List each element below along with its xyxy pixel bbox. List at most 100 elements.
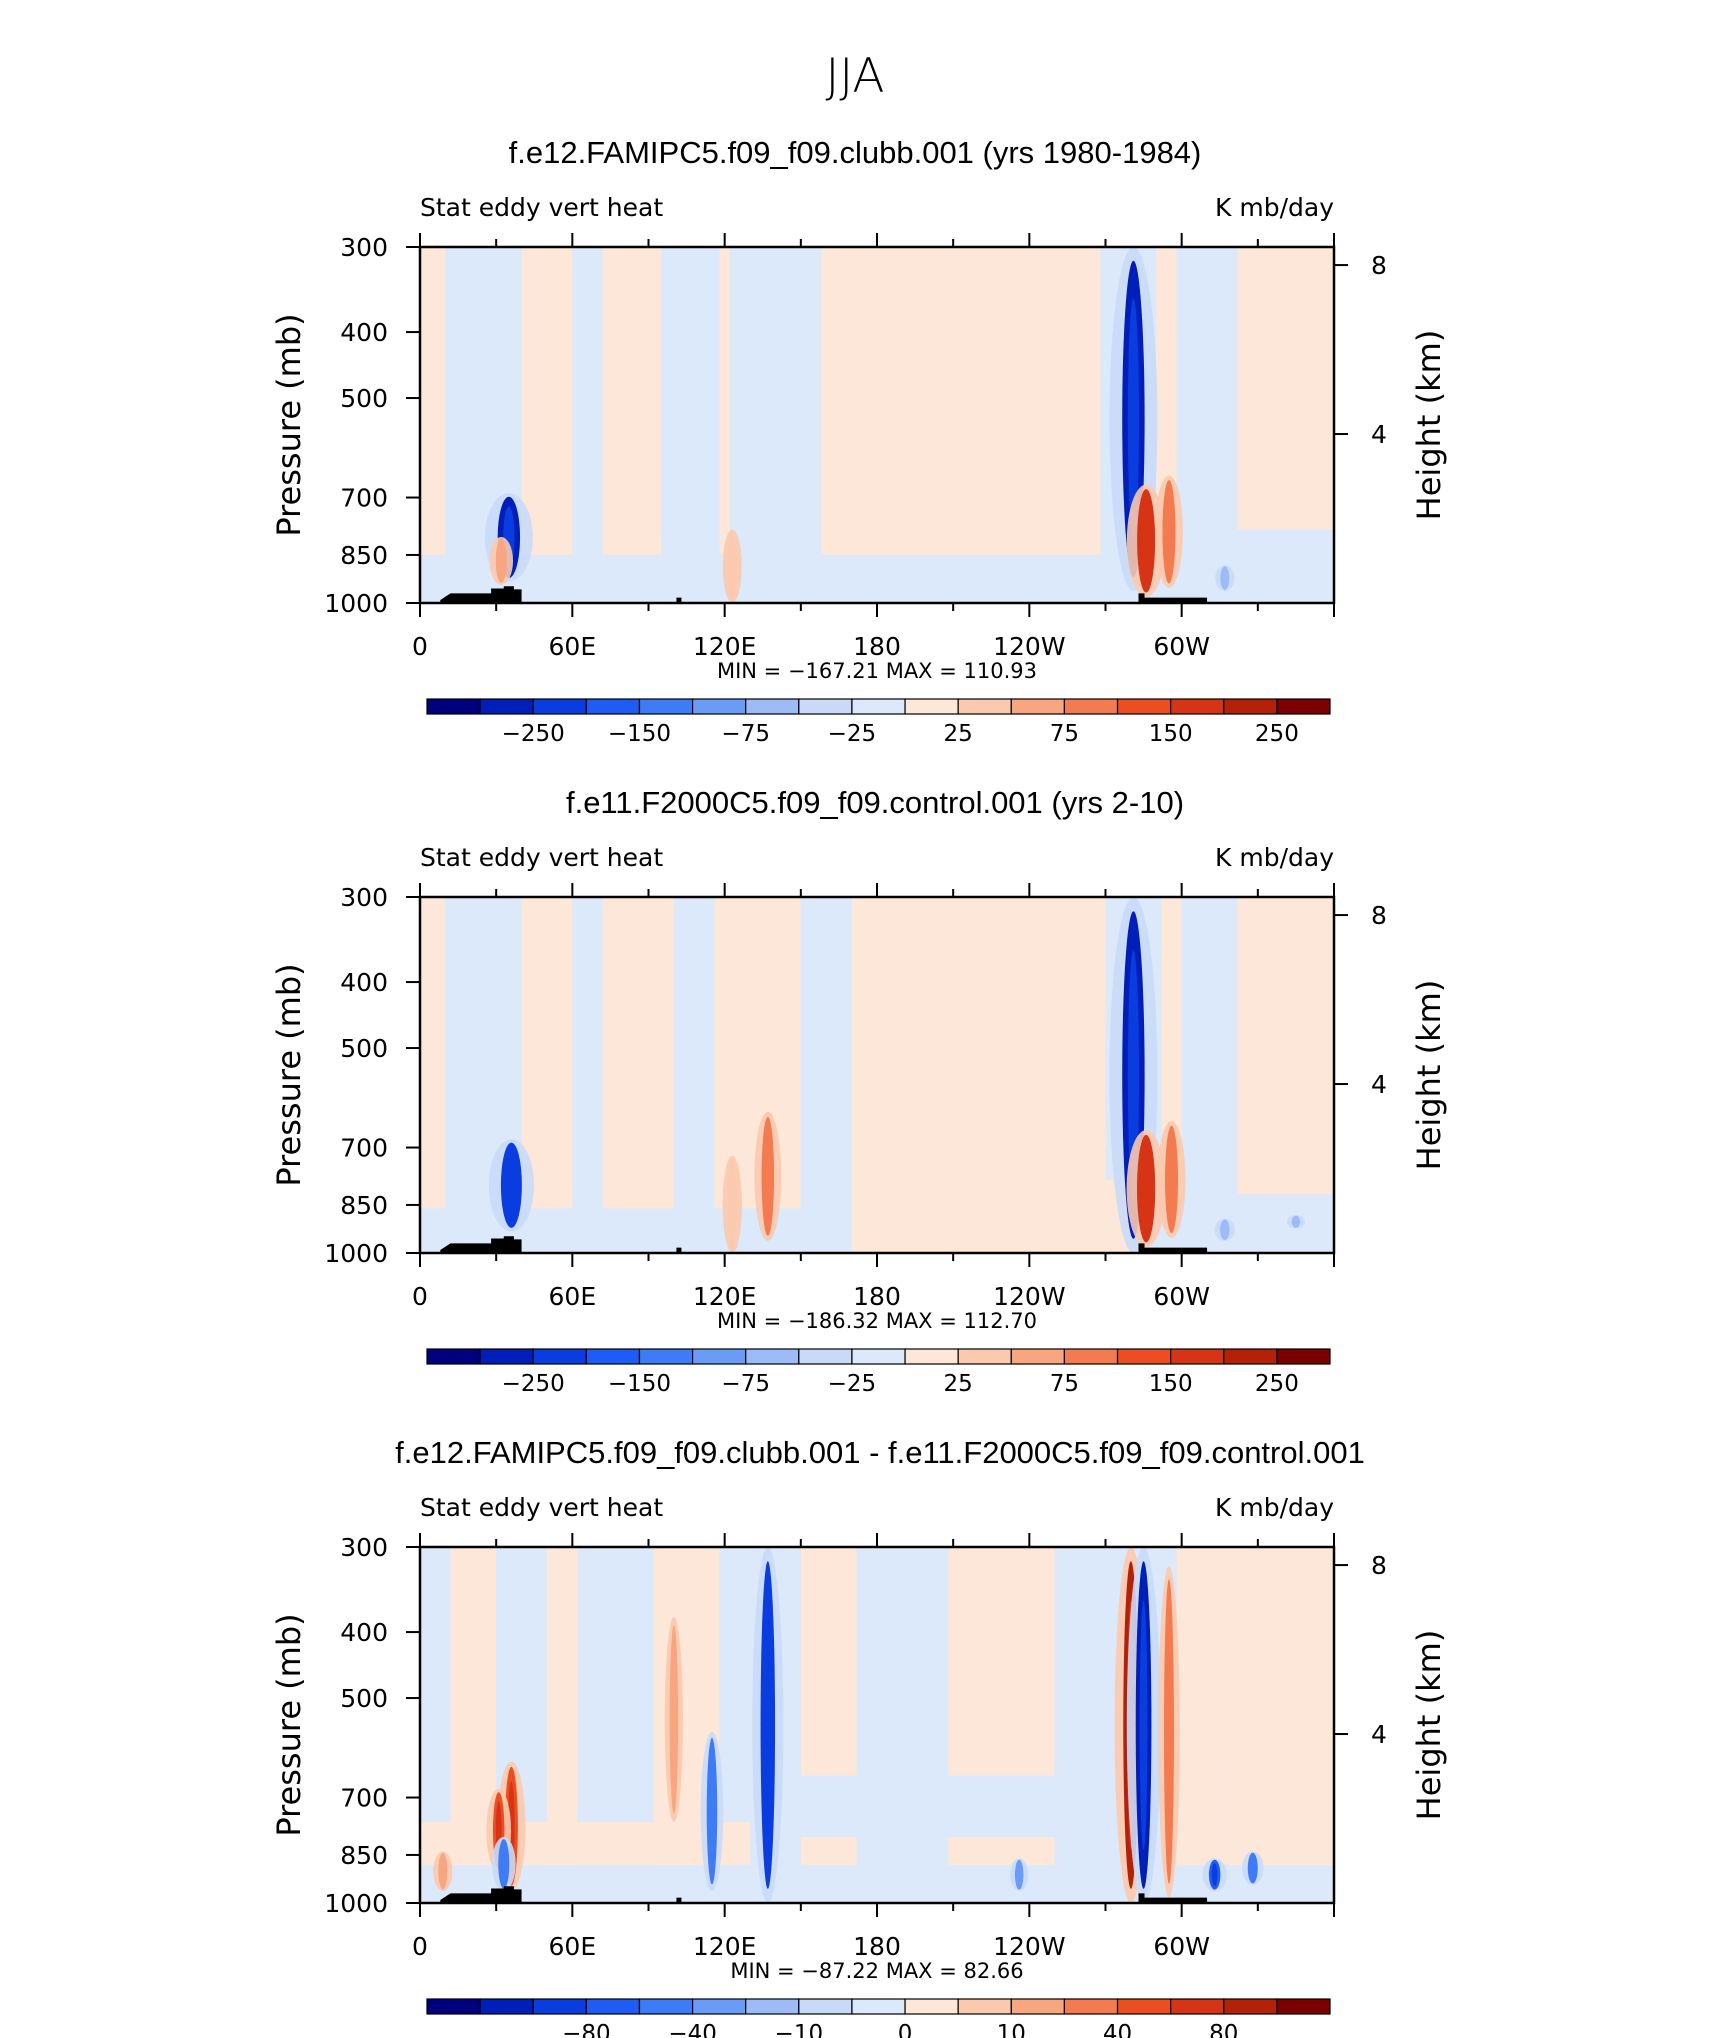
min-max-stats: MIN = −87.22 MAX = 82.66 xyxy=(730,1959,1023,1983)
colorbar-label: 10 xyxy=(997,2021,1026,2038)
topography-south-america xyxy=(1138,597,1208,603)
colorbar-box xyxy=(479,1998,534,2015)
colorbar-box xyxy=(1223,698,1278,715)
contour-core xyxy=(438,1853,448,1890)
colorbar-box xyxy=(1063,1998,1119,2015)
panel-2: f.e11.F2000C5.f09_f09.control.001 (yrs 2… xyxy=(270,785,1448,1397)
contour-region xyxy=(420,897,446,1253)
y-tick-label: 700 xyxy=(340,484,388,513)
topography-island xyxy=(676,1897,682,1903)
units-label: K mb/day xyxy=(1215,193,1334,222)
contour-core xyxy=(761,1116,775,1236)
colorbar-box xyxy=(745,1998,800,2015)
contour-core xyxy=(727,1159,737,1250)
plot-area: 0 60E 120E 180 120W 60W300400500700850100084−… xyxy=(324,233,1387,747)
colorbar-label: 75 xyxy=(1050,721,1079,747)
colorbar-label: 75 xyxy=(1050,1371,1079,1397)
contour-peak xyxy=(1211,1863,1218,1887)
x-tick-label: 180 xyxy=(853,1932,901,1961)
contour-band xyxy=(1181,529,1334,603)
y-tick-label: 700 xyxy=(340,1784,388,1813)
left-string: Stat eddy vert heat xyxy=(420,193,663,222)
contour-region xyxy=(673,897,715,1253)
colorbar-box xyxy=(585,1998,641,2015)
x-tick-label: 120E xyxy=(693,1932,757,1961)
x-tick-label: 120E xyxy=(693,632,757,661)
y-tick-label: 400 xyxy=(340,318,388,347)
colorbar-box xyxy=(1116,1348,1172,1365)
topography-andes xyxy=(1138,593,1145,603)
colorbar-label: −25 xyxy=(828,1371,877,1397)
colorbar-box xyxy=(638,1998,694,2015)
x-tick-label: 60E xyxy=(549,632,597,661)
contour-core xyxy=(498,1839,510,1889)
panel-1: f.e12.FAMIPC5.f09_f09.clubb.001 (yrs 198… xyxy=(270,135,1448,747)
contour-band xyxy=(420,1865,1334,1903)
y-tick-label: 850 xyxy=(340,1841,388,1870)
colorbar-box xyxy=(1223,1348,1278,1365)
colorbar-box xyxy=(1063,698,1119,715)
colorbar-label: 40 xyxy=(1103,2021,1132,2038)
panel-title: f.e11.F2000C5.f09_f09.control.001 (yrs 2… xyxy=(566,785,1184,820)
x-tick-label: 120E xyxy=(693,1282,757,1311)
contour-band xyxy=(851,1179,1131,1253)
colorbar-label: −250 xyxy=(502,721,565,747)
right-axis-title: Height (km) xyxy=(1410,330,1448,521)
colorbar-box xyxy=(904,698,959,715)
colorbar-box xyxy=(1223,1998,1278,2015)
colorbar-box xyxy=(532,698,587,715)
colorbar-label: −25 xyxy=(828,721,877,747)
colorbar-label: −250 xyxy=(502,1371,565,1397)
contour-core xyxy=(1220,1219,1230,1241)
colorbar-box xyxy=(904,1998,959,2015)
panel-3: f.e12.FAMIPC5.f09_f09.clubb.001 - f.e11.… xyxy=(270,1435,1448,2038)
contour-region xyxy=(602,247,662,603)
y-tick-label: 500 xyxy=(340,1684,388,1713)
colorbar-box xyxy=(532,1348,587,1365)
colorbar-box xyxy=(691,1998,747,2015)
contour-region xyxy=(856,1547,949,1903)
contour-region xyxy=(800,897,852,1253)
colorbar-box xyxy=(851,1998,906,2015)
contour-core xyxy=(1247,1852,1258,1884)
colorbar-box xyxy=(1116,698,1172,715)
contour-region xyxy=(1054,1547,1106,1903)
units-label: K mb/day xyxy=(1215,1493,1334,1522)
plot-area: 0 60E 120E 180 120W 60W300400500700850100084−… xyxy=(324,1533,1387,2038)
colorbar-box xyxy=(479,698,534,715)
colorbar-label: 250 xyxy=(1255,1371,1299,1397)
colorbar-box xyxy=(1170,1998,1225,2015)
contour-peak xyxy=(1141,1147,1151,1230)
contour-peak xyxy=(506,1152,517,1218)
colorbar-label: 25 xyxy=(944,1371,973,1397)
contour-peak xyxy=(1141,501,1151,581)
contour-core xyxy=(1165,1125,1179,1234)
right-tick-label: 4 xyxy=(1371,1720,1387,1749)
contour-region xyxy=(661,247,720,603)
x-tick-label: 60W xyxy=(1153,1932,1210,1961)
right-axis-title: Height (km) xyxy=(1410,980,1448,1171)
contour-core xyxy=(1291,1215,1301,1228)
colorbar-box xyxy=(426,698,481,715)
colorbar-box xyxy=(1276,1348,1331,1365)
contour-peak xyxy=(1127,950,1140,1200)
units-label: K mb/day xyxy=(1215,843,1334,872)
y-tick-label: 850 xyxy=(340,1191,388,1220)
colorbar-box xyxy=(1063,1348,1119,1365)
y-axis-title: Pressure (mb) xyxy=(270,313,308,536)
topography-andes xyxy=(1138,1243,1145,1253)
colorbar-box xyxy=(691,698,747,715)
colorbar-box xyxy=(479,1348,534,1365)
contour-region xyxy=(948,1547,1055,1903)
colorbar-box xyxy=(426,1998,481,2015)
contour-region xyxy=(602,897,674,1253)
x-tick-label: 0 xyxy=(412,632,428,661)
colorbar-box xyxy=(585,1348,641,1365)
topography-island xyxy=(676,1247,682,1253)
contour-field xyxy=(420,1547,1334,1903)
colorbar-label: 0 xyxy=(898,2021,913,2038)
y-tick-label: 300 xyxy=(340,1533,388,1562)
y-tick-label: 1000 xyxy=(324,589,388,618)
topography-south-america xyxy=(1138,1247,1208,1253)
